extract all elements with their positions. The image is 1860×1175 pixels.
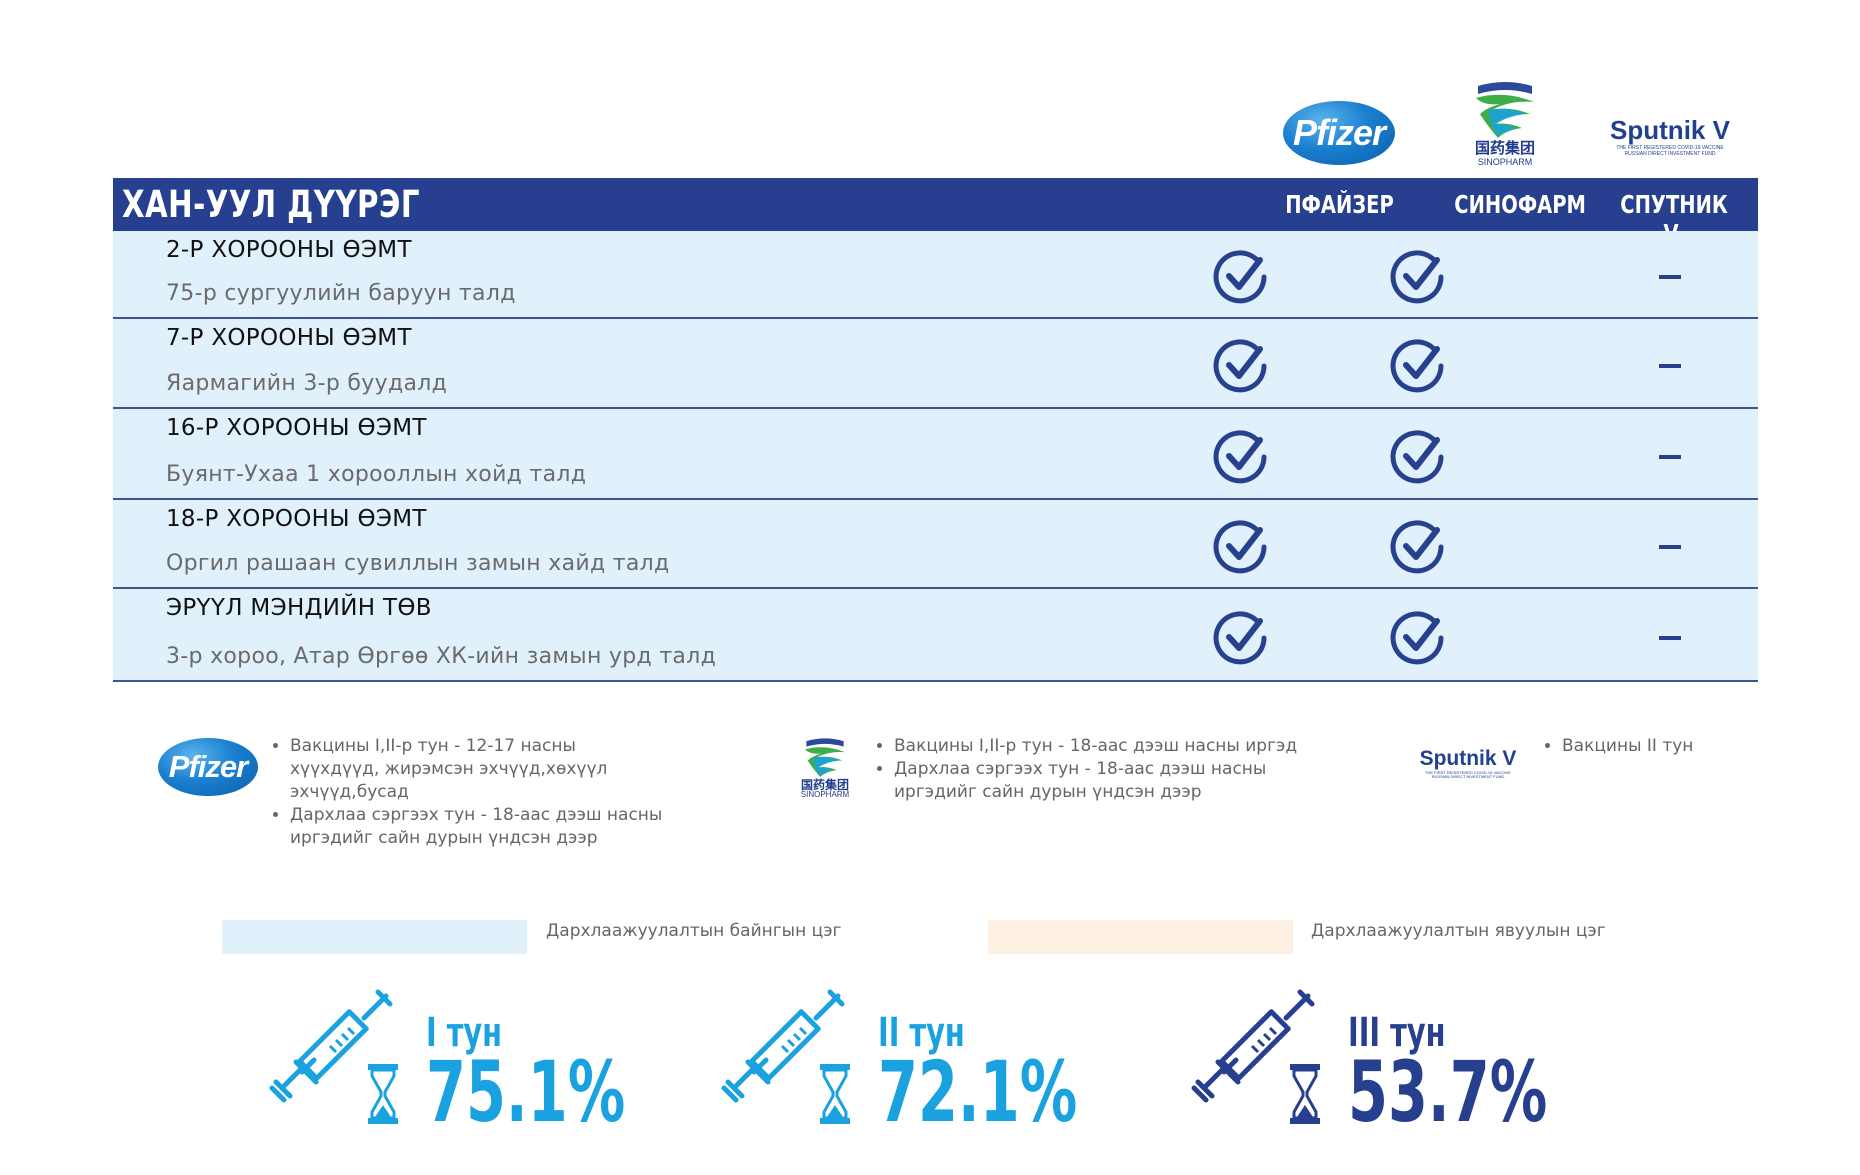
facility-name: 18-Р ХОРООНЫ ӨЭМТ [166,506,427,532]
dose-label: I тун [426,1010,503,1056]
mobile-point-label: Дархлаажуулалтын явуулын цэг [1311,921,1606,941]
syringe-icon [1190,988,1320,1123]
check-circle-icon [1212,249,1268,305]
check-circle-icon [1212,429,1268,485]
column-header-sputnik: СПУТНИК V [1620,190,1728,248]
facility-name: ЭРҮҮЛ МЭНДИЙН ТӨВ [166,595,432,621]
sinopharm-logo: 国药集团 SINOPHARM [1462,80,1548,167]
table-row: ЭРҮҮЛ МЭНДИЙН ТӨВ 3-р хороо, Атар Өргөө Х… [113,589,1758,682]
table-header [113,178,1758,231]
legend-sinopharm-en-text: SINOPHARM [800,790,850,799]
not-available-dash [1659,635,1681,640]
table-row: 16-Р ХОРООНЫ ӨЭМТ Буянт-Ухаа 1 хорооллын … [113,409,1758,500]
sputnik-logo-sub2: RUSSIAN DIRECT INVESTMENT FUND [1624,150,1716,157]
dose-label: II тун [878,1010,965,1056]
not-available-dash [1659,454,1681,459]
legend-pfizer-item: Дархлаа сэргээх тун - 18-аас дээш насны … [290,804,668,850]
facility-name: 16-Р ХОРООНЫ ӨЭМТ [166,415,427,441]
syringe-icon [268,988,398,1123]
fixed-point-swatch [222,920,527,954]
hourglass-icon [1288,1062,1322,1131]
not-available-dash [1659,544,1681,549]
facility-name: 7-Р ХОРООНЫ ӨЭМТ [166,325,412,351]
facility-address: Оргил рашаан сувиллын замын хайд талд [166,551,670,576]
column-header-pfizer: ПФАЙЗЕР [1285,190,1394,219]
legend-sinopharm-item: Вакцины I,II-р тун - 18-аас дээш насны и… [894,735,1302,758]
hourglass-icon [818,1062,852,1131]
legend-sinopharm-item: Дархлаа сэргээх тун - 18-аас дээш насны … [894,758,1302,804]
dose-label: III тун [1348,1010,1446,1056]
sputnik-logo-text: Sputnik V [1610,115,1730,145]
dose-percentage: 72.1% [878,1043,1078,1141]
facility-address: 75-р сургуулийн баруун талд [166,281,516,306]
sputnik-logo: Sputnik V THE FIRST REGISTERED COVID-19 … [1605,117,1735,157]
fixed-point-label: Дархлаажуулалтын байнгын цэг [546,921,842,941]
dose-percentage: 53.7% [1348,1043,1548,1141]
facility-address: Яармагийн 3-р буудалд [166,371,448,396]
legend-sinopharm-text: Вакцины I,II-р тун - 18-аас дээш насны и… [872,735,1302,804]
syringe-icon [720,988,850,1123]
legend-sputnik-logo: Sputnik V THE FIRST REGISTERED COVID-19 … [1412,748,1524,780]
check-circle-icon [1389,249,1445,305]
legend-pfizer-item: Вакцины I,II-р тун - 12-17 насны хүүхдүү… [290,735,668,804]
facility-address: Буянт-Ухаа 1 хорооллын хойд талд [166,462,587,487]
not-available-dash [1659,275,1681,279]
pfizer-logo-text: Pfizer [1292,112,1386,153]
sinopharm-cn-text: 国药集团 [1474,140,1535,157]
facility-address: 3-р хороо, Атар Өргөө ХК-ийн замын урд т… [166,644,717,669]
hourglass-icon [366,1062,400,1131]
legend-pfizer-logo: Pfizer [158,738,258,796]
check-circle-icon [1389,338,1445,394]
legend-pfizer-logo-text: Pfizer [168,749,248,784]
legend-sinopharm-emblem-icon [805,738,845,777]
not-available-dash [1659,364,1681,368]
legend-sputnik-logo-sub1: THE FIRST REGISTERED COVID-19 VACCINE [1425,770,1511,775]
check-circle-icon [1389,429,1445,485]
legend-sinopharm-cn-text: 国药集团 [800,778,849,792]
sputnik-logo-sub1: THE FIRST REGISTERED COVID-19 VACCINE [1616,145,1724,151]
table-row: 18-Р ХОРООНЫ ӨЭМТ Оргил рашаан сувиллын з… [113,500,1758,589]
check-circle-icon [1212,610,1268,666]
sinopharm-emblem-icon [1476,82,1534,138]
legend-sinopharm-logo: 国药集团 SINOPHARM [795,737,855,799]
facility-name: 2-Р ХОРООНЫ ӨЭМТ [166,237,412,263]
sinopharm-en-text: SINOPHARM [1477,157,1533,167]
district-title: ХАН-УУЛ ДҮҮРЭГ [122,183,420,226]
check-circle-icon [1212,519,1268,575]
table-row: 7-Р ХОРООНЫ ӨЭМТ Яармагийн 3-р буудалд [113,319,1758,409]
table-row: 2-Р ХОРООНЫ ӨЭМТ 75-р сургуулийн баруун т… [113,231,1758,319]
legend-sputnik-item: Вакцины II тун [1562,735,1760,758]
mobile-point-swatch [988,920,1293,954]
check-circle-icon [1212,338,1268,394]
legend-pfizer-text: Вакцины I,II-р тун - 12-17 насны хүүхдүү… [268,735,668,850]
check-circle-icon [1389,519,1445,575]
legend-sputnik-logo-sub2: RUSSIAN DIRECT INVESTMENT FUND [1431,774,1505,780]
pfizer-logo: Pfizer [1283,101,1395,165]
dose-percentage: 75.1% [426,1043,626,1141]
legend-sputnik-text: Вакцины II тун [1540,735,1760,758]
check-circle-icon [1389,610,1445,666]
legend-sputnik-logo-text: Sputnik V [1419,747,1517,770]
column-header-sinopharm: СИНОФАРМ [1454,190,1586,219]
